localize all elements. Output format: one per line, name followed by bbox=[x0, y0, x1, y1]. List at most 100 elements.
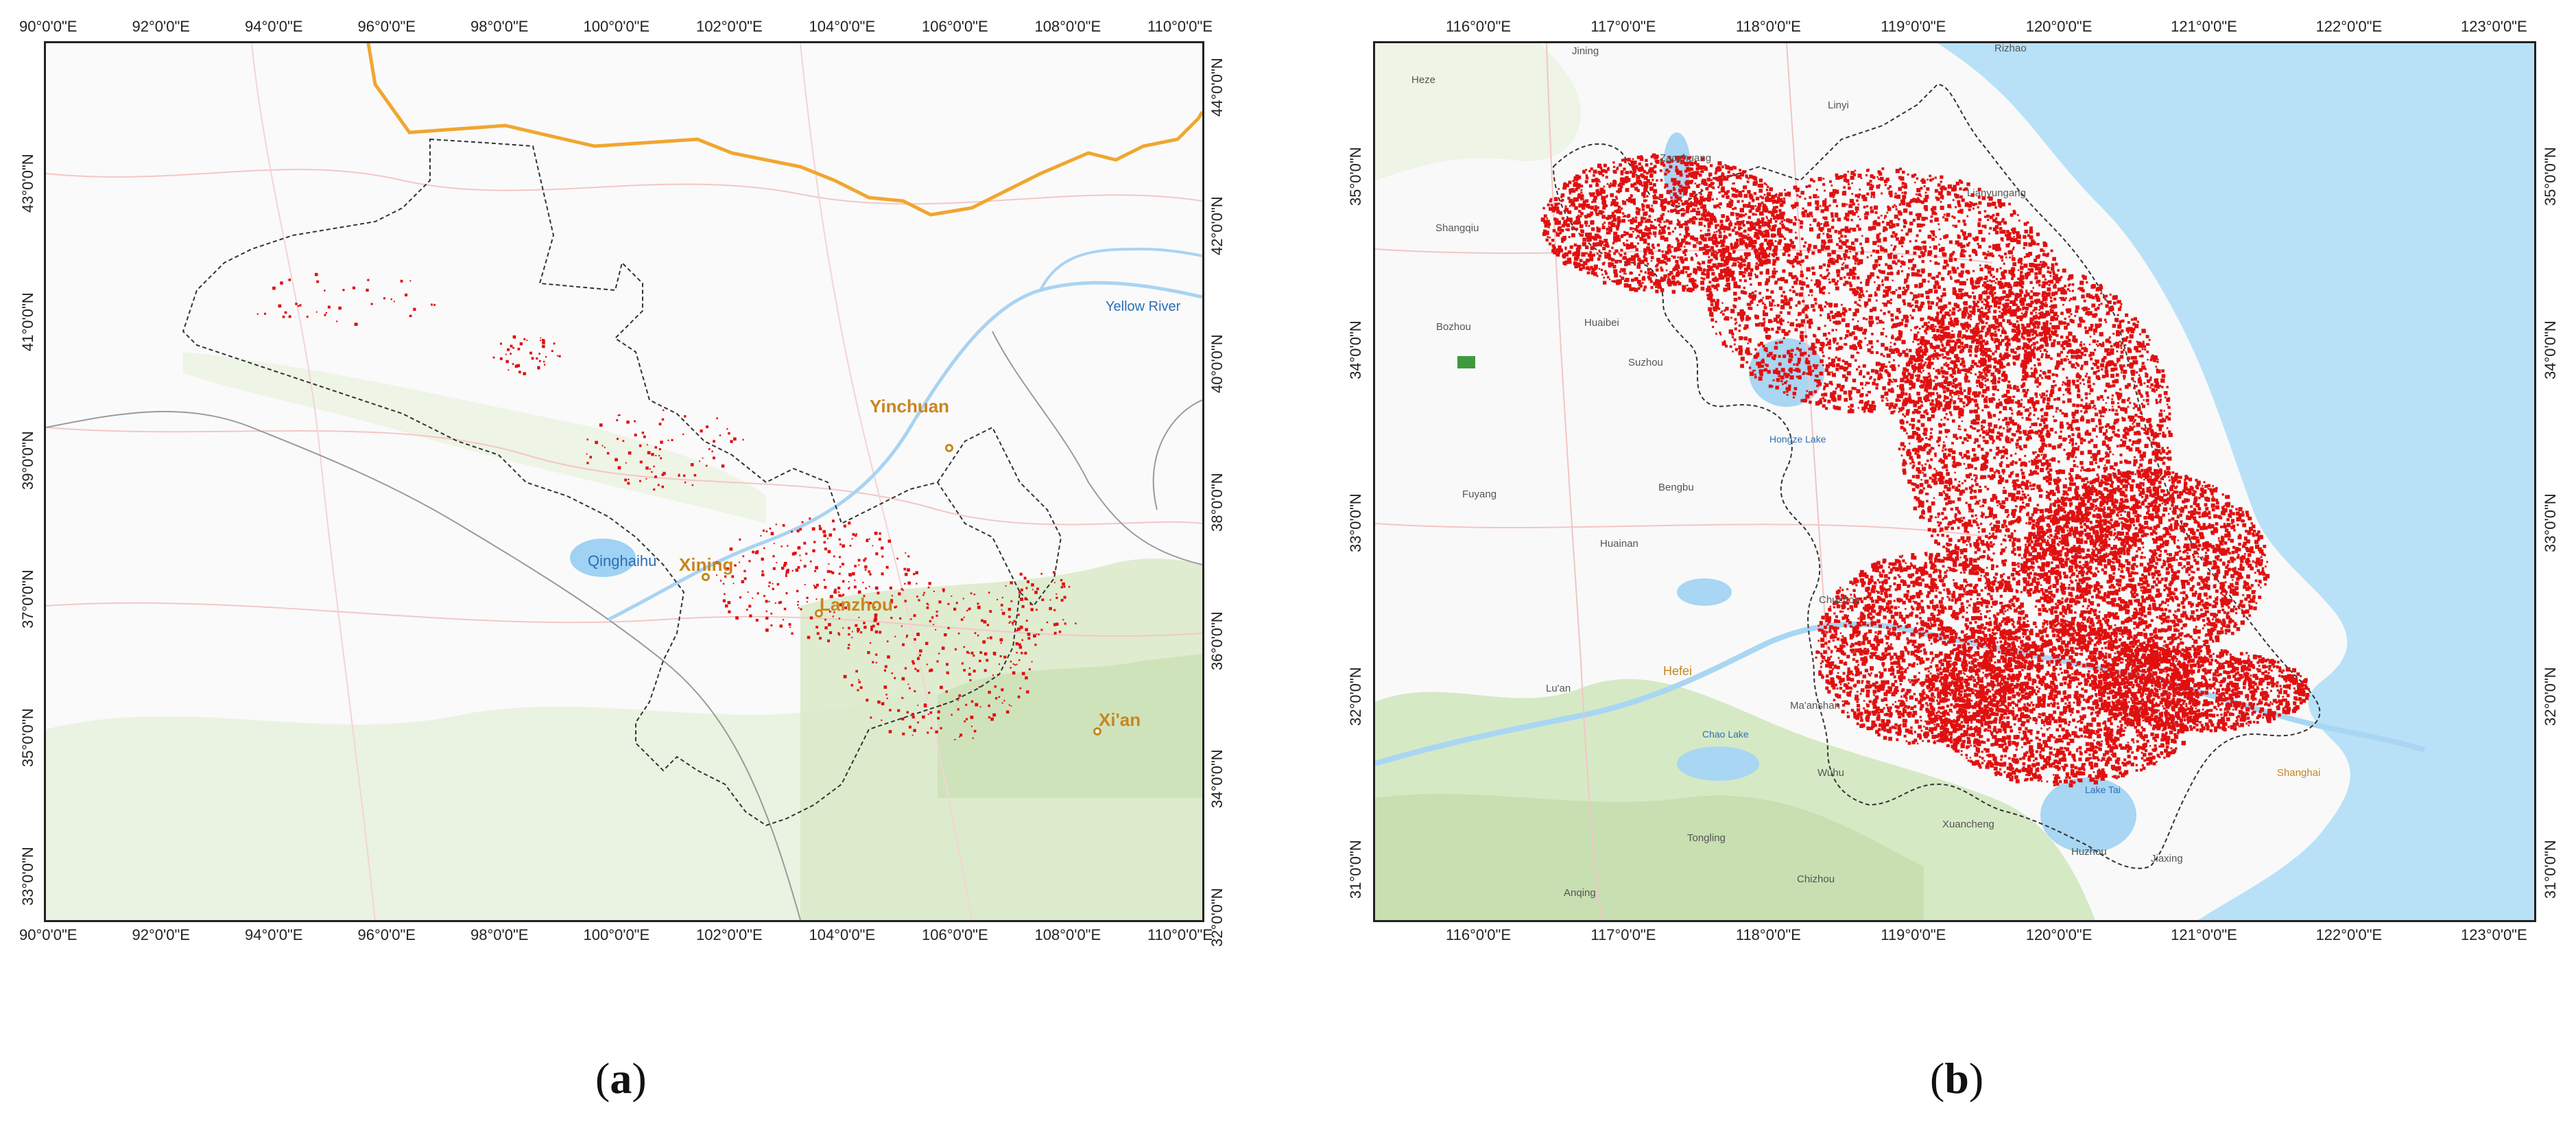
tick-label: 116°0'0"E bbox=[1446, 18, 1512, 35]
tick-label: 104°0'0"E bbox=[809, 18, 876, 35]
place-linyi: Linyi bbox=[1828, 99, 1849, 111]
tick-label: 96°0'0"E bbox=[357, 18, 416, 35]
tick-label: 41°0'0"N bbox=[19, 292, 36, 351]
panel-a-map-graphic bbox=[46, 43, 1202, 920]
tick-label: 90°0'0"E bbox=[19, 18, 77, 35]
tick-label: 116°0'0"E bbox=[1446, 926, 1512, 943]
place-zaozhuang: Zaozhuang bbox=[1660, 152, 1712, 164]
tick-label: 104°0'0"E bbox=[809, 926, 876, 943]
tick-label: 32°0'0"N bbox=[1208, 888, 1226, 947]
place-tongling: Tongling bbox=[1687, 832, 1726, 844]
panel-b-caption: (b) bbox=[1930, 1054, 1984, 1103]
tick-label: 122°0'0"E bbox=[2315, 926, 2383, 943]
tick-label: 33°0'0"N bbox=[1347, 493, 1364, 552]
place-fuyang: Fuyang bbox=[1462, 489, 1497, 500]
place-luan: Lu'an bbox=[1546, 683, 1571, 694]
place-huaibei: Huaibei bbox=[1584, 317, 1619, 329]
tick-label: 119°0'0"E bbox=[1881, 18, 1946, 35]
tick-label: 39°0'0"N bbox=[19, 431, 36, 490]
place-xuancheng: Xuancheng bbox=[1942, 819, 1994, 830]
tick-label: 42°0'0"N bbox=[1208, 196, 1226, 255]
place-chuzhou: Chuzhou bbox=[1819, 594, 1861, 606]
place-suzhou-anhui: Suzhou bbox=[1628, 357, 1663, 368]
place-hefei: Hefei bbox=[1663, 664, 1693, 678]
tick-label: 98°0'0"E bbox=[470, 18, 529, 35]
place-shangqiu: Shangqiu bbox=[1435, 222, 1479, 234]
tick-label: 34°0'0"N bbox=[1347, 320, 1364, 379]
tick-label: 121°0'0"E bbox=[2171, 926, 2237, 943]
place-wuhu: Wuhu bbox=[1817, 767, 1844, 779]
panel-a-red-points bbox=[257, 272, 1077, 741]
lanzhou-marker-icon bbox=[815, 609, 823, 617]
tick-label: 98°0'0"E bbox=[470, 926, 529, 943]
panel-b: 116°0'0"E 117°0'0"E 118°0'0"E 119°0'0"E 120°… bbox=[1276, 0, 2576, 1130]
tick-label: 31°0'0"N bbox=[1347, 840, 1364, 899]
tick-label: 32°0'0"N bbox=[1347, 666, 1364, 726]
tick-label: 90°0'0"E bbox=[19, 926, 77, 943]
place-qinghai-lake: Qinghaihu bbox=[588, 552, 657, 569]
place-lanzhou: Lanzhou bbox=[820, 594, 893, 615]
place-rizhao: Rizhao bbox=[1994, 43, 2027, 54]
tick-label: 94°0'0"E bbox=[245, 18, 303, 35]
tick-label: 35°0'0"N bbox=[1347, 147, 1364, 206]
tick-label: 38°0'0"N bbox=[1208, 473, 1226, 532]
place-jiaxing: Jiaxing bbox=[2151, 853, 2183, 864]
place-lianyungang: Lianyungang bbox=[1967, 187, 2026, 199]
place-bengbu: Bengbu bbox=[1658, 482, 1694, 493]
tick-label: 119°0'0"E bbox=[1881, 926, 1946, 943]
tick-label: 106°0'0"E bbox=[922, 18, 988, 35]
tick-label: 44°0'0"N bbox=[1208, 58, 1226, 117]
tick-label: 108°0'0"E bbox=[1034, 18, 1101, 35]
tick-label: 33°0'0"N bbox=[2542, 493, 2559, 552]
tick-label: 35°0'0"N bbox=[2542, 147, 2559, 206]
place-xining: Xining bbox=[679, 554, 734, 575]
place-heze: Heze bbox=[1411, 74, 1436, 86]
panel-a-map bbox=[44, 41, 1204, 922]
tick-label: 33°0'0"N bbox=[19, 847, 36, 906]
xining-marker-icon bbox=[702, 573, 710, 581]
tick-label: 102°0'0"E bbox=[696, 926, 763, 943]
tick-label: 123°0'0"E bbox=[2461, 926, 2527, 943]
place-hongze-lake: Hongze Lake bbox=[1769, 434, 1826, 445]
tick-label: 122°0'0"E bbox=[2315, 18, 2383, 35]
tick-label: 106°0'0"E bbox=[922, 926, 988, 943]
tick-label: 120°0'0"E bbox=[2025, 18, 2092, 35]
tick-label: 94°0'0"E bbox=[245, 926, 303, 943]
tick-label: 117°0'0"E bbox=[1590, 18, 1656, 35]
tick-label: 35°0'0"N bbox=[19, 708, 36, 767]
place-jining: Jining bbox=[1572, 45, 1599, 57]
panel-b-red-points bbox=[1540, 153, 2310, 788]
place-xian: Xi'an bbox=[1099, 709, 1141, 730]
tick-label: 123°0'0"E bbox=[2461, 18, 2527, 35]
tick-label: 110°0'0"E bbox=[1147, 926, 1213, 943]
tick-label: 118°0'0"E bbox=[1735, 926, 1801, 943]
panel-a: 90°0'0"E 92°0'0"E 94°0'0"E 96°0'0"E 98°0'0"E… bbox=[0, 0, 1276, 1130]
tick-label: 102°0'0"E bbox=[696, 18, 763, 35]
place-chizhou: Chizhou bbox=[1797, 873, 1835, 885]
tick-label: 96°0'0"E bbox=[357, 926, 416, 943]
tick-label: 108°0'0"E bbox=[1034, 926, 1101, 943]
tick-label: 36°0'0"N bbox=[1208, 611, 1226, 670]
tick-label: 92°0'0"E bbox=[132, 18, 190, 35]
tick-label: 100°0'0"E bbox=[583, 18, 650, 35]
tick-label: 120°0'0"E bbox=[2025, 926, 2092, 943]
place-huzhou: Huzhou bbox=[2071, 846, 2107, 858]
place-yellow-river: Yellow River bbox=[1106, 299, 1181, 314]
tick-label: 100°0'0"E bbox=[583, 926, 650, 943]
panel-b-map bbox=[1373, 41, 2536, 922]
place-bozhou: Bozhou bbox=[1436, 321, 1471, 333]
place-yinchuan: Yinchuan bbox=[870, 396, 950, 416]
tick-label: 40°0'0"N bbox=[1208, 334, 1226, 394]
xian-marker-icon bbox=[1093, 727, 1101, 735]
place-lake-tai: Lake Tai bbox=[2085, 784, 2121, 795]
place-shanghai: Shanghai bbox=[2277, 767, 2321, 779]
place-maanshan: Ma'anshan bbox=[1790, 700, 1840, 711]
panel-a-caption: (a) bbox=[595, 1054, 647, 1103]
tick-label: 37°0'0"N bbox=[19, 569, 36, 628]
yinchuan-marker-icon bbox=[945, 444, 953, 452]
place-huainan: Huainan bbox=[1600, 538, 1638, 550]
place-anqing: Anqing bbox=[1564, 887, 1596, 899]
tick-label: 32°0'0"N bbox=[2542, 666, 2559, 726]
tick-label: 92°0'0"E bbox=[132, 926, 190, 943]
tick-label: 34°0'0"N bbox=[2542, 320, 2559, 379]
